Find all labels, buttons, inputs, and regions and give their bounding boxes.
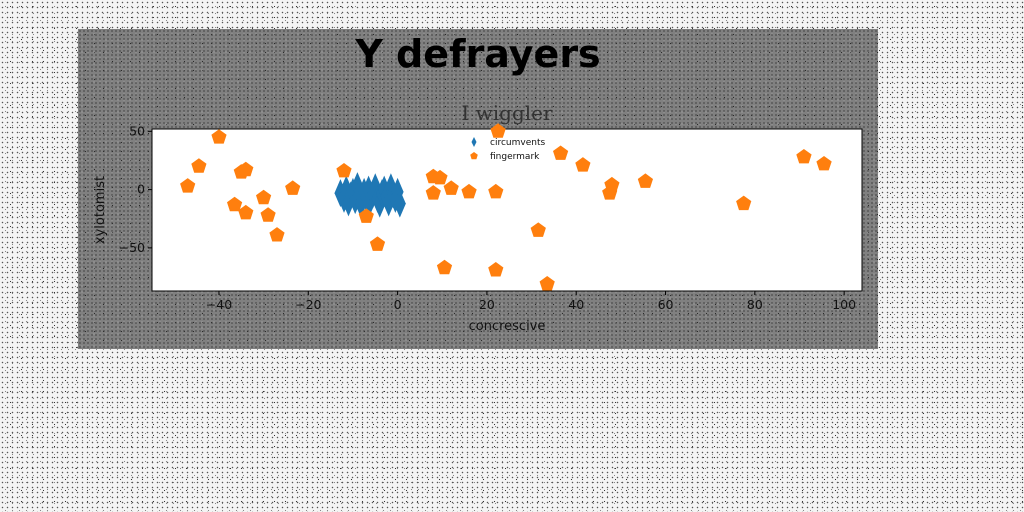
- point-fingermark-1: [191, 158, 207, 173]
- y-tick-label-50: 50: [129, 123, 145, 138]
- point-circumvents-26: [393, 189, 406, 218]
- point-fingermark-9: [269, 227, 285, 242]
- legend-label-fingermark: fingermark: [490, 152, 540, 162]
- point-fingermark-16: [432, 169, 448, 185]
- point-fingermark-17: [436, 259, 453, 275]
- y-axis-ticks: −50 0 50: [119, 123, 152, 255]
- point-fingermark-8: [260, 207, 276, 222]
- point-fingermark-11: [336, 163, 352, 178]
- point-fingermark-10: [285, 180, 301, 195]
- scatter-chart: Y defrayers I wiggler −40 −20 0 20 40 60 80 100…: [93, 32, 863, 334]
- points-layer: [180, 123, 832, 291]
- legend-swatch-fingermark: [470, 152, 478, 160]
- x-axis-label: concrescive: [469, 319, 546, 334]
- chart-suptitle: Y defrayers: [354, 32, 600, 76]
- point-fingermark-22: [490, 123, 506, 138]
- x-tick-label-100: 100: [832, 297, 856, 312]
- point-fingermark-6: [238, 204, 254, 220]
- legend-label-circumvents: circumvents: [490, 138, 545, 148]
- x-tick-label-80: 80: [747, 297, 763, 312]
- point-fingermark-31: [796, 149, 812, 164]
- y-axis-label: xylotomist: [93, 176, 108, 244]
- point-fingermark-2: [211, 129, 227, 144]
- point-fingermark-30: [736, 195, 752, 211]
- point-fingermark-19: [461, 183, 477, 199]
- point-fingermark-23: [530, 222, 546, 237]
- y-tick-label-0: 0: [137, 182, 145, 197]
- point-fingermark-21: [488, 183, 504, 199]
- point-fingermark-28: [604, 176, 620, 192]
- figure-panel: Y defrayers I wiggler −40 −20 0 20 40 60 80 100…: [78, 29, 878, 349]
- x-tick-label-20: 20: [479, 297, 495, 312]
- point-fingermark-32: [816, 156, 832, 171]
- x-tick-label--40: −40: [206, 297, 232, 312]
- point-fingermark-25: [553, 145, 569, 160]
- x-tick-label-0: 0: [394, 297, 402, 312]
- y-tick-label--50: −50: [119, 240, 145, 255]
- point-fingermark-29: [637, 173, 653, 188]
- x-tick-label--20: −20: [295, 297, 321, 312]
- chart-title: I wiggler: [461, 101, 553, 125]
- x-axis-ticks: −40 −20 0 20 40 60 80 100: [206, 291, 856, 312]
- x-tick-label-60: 60: [658, 297, 674, 312]
- point-fingermark-5: [238, 161, 254, 177]
- legend: circumvents fingermark: [470, 137, 545, 162]
- x-tick-label-40: 40: [568, 297, 584, 312]
- point-fingermark-13: [369, 236, 386, 251]
- legend-swatch-circumvents: [471, 137, 477, 147]
- point-fingermark-0: [180, 178, 196, 193]
- point-fingermark-20: [488, 262, 504, 277]
- point-fingermark-18: [443, 180, 459, 195]
- legend-marker-fingermark: [470, 152, 478, 160]
- point-fingermark-15: [425, 185, 441, 200]
- point-fingermark-7: [256, 189, 272, 205]
- point-fingermark-12: [358, 208, 374, 223]
- legend-marker-circumvents: [471, 137, 477, 147]
- point-fingermark-26: [575, 157, 591, 172]
- point-fingermark-3: [227, 196, 243, 212]
- point-fingermark-24: [539, 276, 555, 291]
